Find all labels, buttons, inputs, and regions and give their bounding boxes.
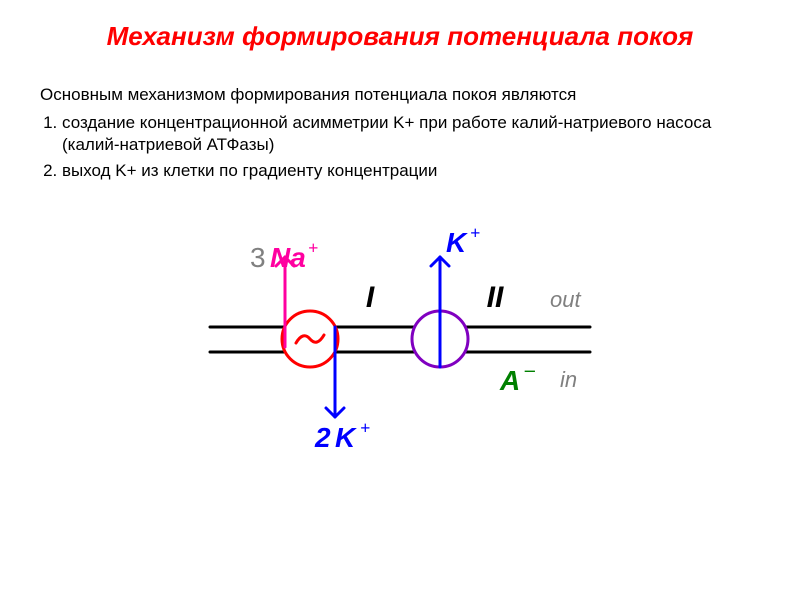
diagram-svg: 3Na+2K+K+IIIoutinA– <box>150 212 650 472</box>
membrane-diagram: 3Na+2K+K+IIIoutinA– <box>150 212 650 472</box>
svg-text:A: A <box>499 365 520 396</box>
list-item: выход K+ из клетки по градиенту концентр… <box>62 160 760 182</box>
svg-text:K: K <box>446 227 468 258</box>
svg-text:+: + <box>470 223 480 243</box>
intro-text: Основным механизмом формирования потенци… <box>40 85 576 104</box>
title-text: Механизм формирования потенциала покоя <box>107 21 694 51</box>
svg-text:I: I <box>366 281 375 314</box>
svg-text:K: K <box>335 422 357 453</box>
svg-text:+: + <box>308 238 318 258</box>
page-title: Механизм формирования потенциала покоя <box>40 20 760 54</box>
list-item: создание концентрационной асимметрии K+ … <box>62 112 760 156</box>
svg-text:Na: Na <box>270 242 306 273</box>
list-item-2-text: выход K+ из клетки по градиенту концентр… <box>62 161 437 180</box>
intro-paragraph: Основным механизмом формирования потенци… <box>40 84 760 106</box>
svg-text:3: 3 <box>250 242 266 273</box>
svg-text:2: 2 <box>314 422 331 453</box>
svg-text:II: II <box>487 281 504 314</box>
svg-text:out: out <box>550 287 581 312</box>
svg-text:in: in <box>560 367 577 392</box>
list-item-1-text: создание концентрационной асимметрии K+ … <box>62 113 711 154</box>
mechanism-list: создание концентрационной асимметрии K+ … <box>40 112 760 182</box>
svg-text:+: + <box>360 418 370 438</box>
svg-text:–: – <box>524 359 535 381</box>
